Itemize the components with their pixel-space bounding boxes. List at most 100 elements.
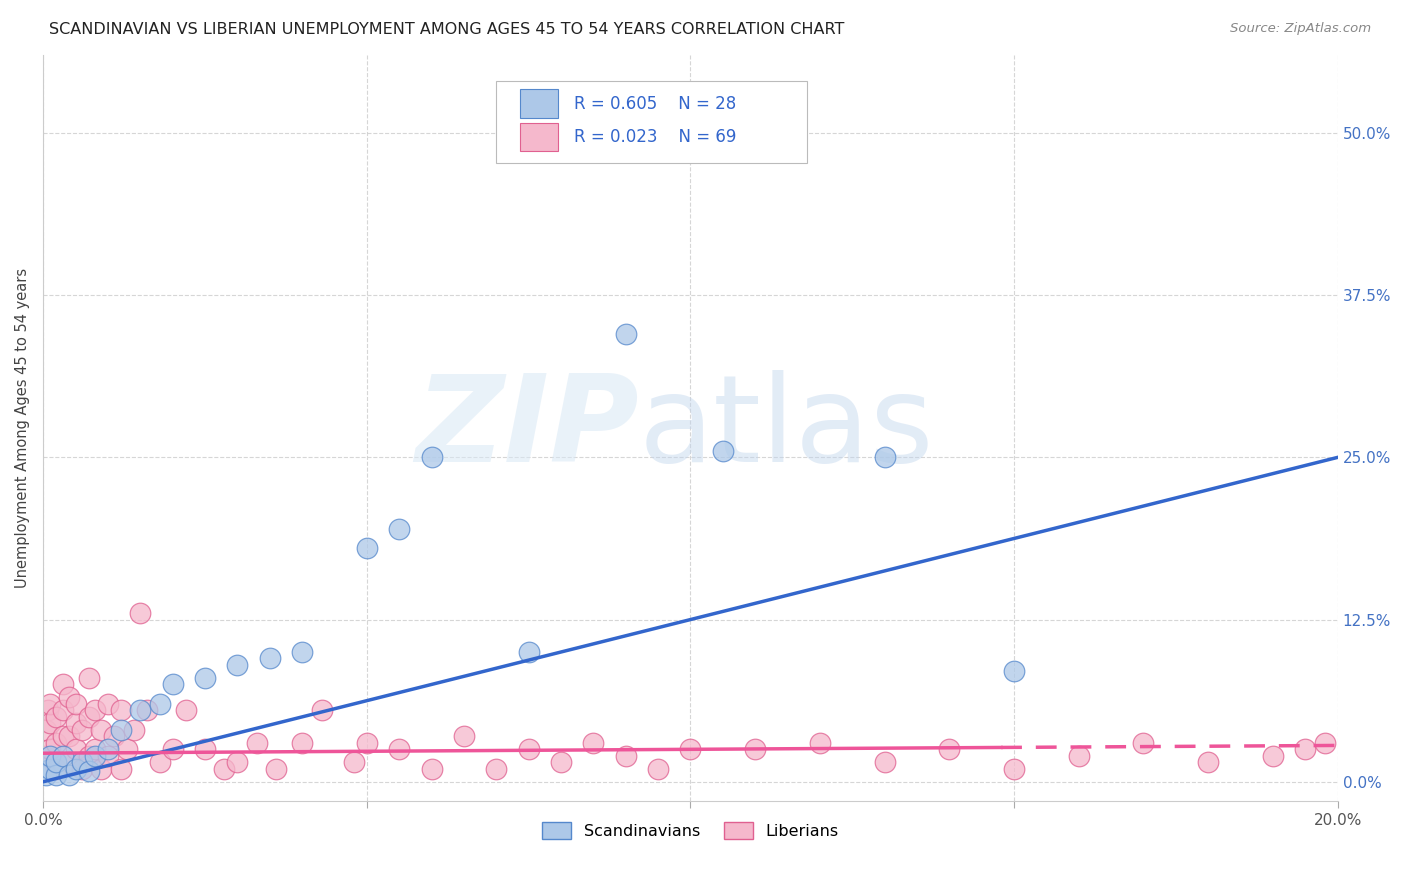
Text: SCANDINAVIAN VS LIBERIAN UNEMPLOYMENT AMONG AGES 45 TO 54 YEARS CORRELATION CHAR: SCANDINAVIAN VS LIBERIAN UNEMPLOYMENT AM… [49,22,845,37]
Point [45,756,67,770]
Point [58,768,80,782]
Text: R = 0.605    N = 28: R = 0.605 N = 28 [574,95,737,112]
Point [647,762,669,776]
Point [117,742,139,756]
Point [214,762,236,776]
Point [90,762,112,776]
Point [550,756,572,770]
Point [873,756,896,770]
Point [744,742,766,756]
Point [52,730,75,744]
Point [84,703,107,717]
Point [1294,742,1316,756]
Point [110,703,132,717]
Point [582,736,605,750]
Point [37,703,59,717]
Point [194,742,217,756]
Point [45,762,67,776]
Point [129,606,152,620]
Point [77,748,100,763]
Point [291,736,314,750]
Point [58,730,80,744]
Point [34,748,56,763]
Point [90,723,112,737]
Text: Source: ZipAtlas.com: Source: ZipAtlas.com [1230,22,1371,36]
Point [1197,756,1219,770]
Point [65,762,87,776]
Point [517,742,540,756]
Point [45,710,67,724]
Point [122,723,145,737]
Point [226,756,249,770]
Point [420,762,443,776]
Point [110,723,132,737]
Point [35,768,58,782]
Point [1002,665,1025,679]
Legend: Scandinavians, Liberians: Scandinavians, Liberians [536,815,845,846]
Point [356,736,378,750]
FancyBboxPatch shape [496,81,807,163]
Point [65,742,87,756]
Text: ZIP: ZIP [415,369,638,487]
Point [38,762,60,776]
Point [77,764,100,779]
Point [65,716,87,731]
Point [1132,736,1154,750]
Point [174,703,197,717]
Point [388,742,411,756]
Point [1002,762,1025,776]
Point [485,762,508,776]
Point [311,703,333,717]
Point [194,671,217,685]
Y-axis label: Unemployment Among Ages 45 to 54 years: Unemployment Among Ages 45 to 54 years [15,268,30,588]
Point [356,541,378,556]
Text: R = 0.023    N = 69: R = 0.023 N = 69 [574,128,737,146]
Point [1067,748,1090,763]
Point [65,697,87,711]
Point [84,742,107,756]
Point [97,742,120,756]
Point [711,443,734,458]
Point [84,748,107,763]
Point [246,736,269,750]
Point [58,690,80,705]
Point [35,723,58,737]
Point [291,645,314,659]
Point [38,748,60,763]
Point [97,748,120,763]
Bar [520,89,558,118]
Point [149,756,172,770]
Point [45,768,67,782]
Point [517,645,540,659]
Point [679,742,702,756]
Point [873,450,896,465]
Point [58,756,80,770]
Point [226,657,249,672]
Point [70,762,93,776]
Point [1313,736,1336,750]
Point [808,736,831,750]
Point [97,697,120,711]
Point [70,723,93,737]
Point [420,450,443,465]
Point [614,327,637,342]
Point [52,677,75,691]
Point [52,748,75,763]
Point [135,703,157,717]
Point [45,736,67,750]
Point [162,677,184,691]
Point [388,522,411,536]
Point [938,742,960,756]
Point [38,742,60,756]
Point [77,710,100,724]
Point [129,703,152,717]
Point [103,730,125,744]
Point [1261,748,1284,763]
Point [38,716,60,731]
Point [162,742,184,756]
Point [110,762,132,776]
Point [343,756,366,770]
Point [77,671,100,685]
Point [614,748,637,763]
Point [70,756,93,770]
